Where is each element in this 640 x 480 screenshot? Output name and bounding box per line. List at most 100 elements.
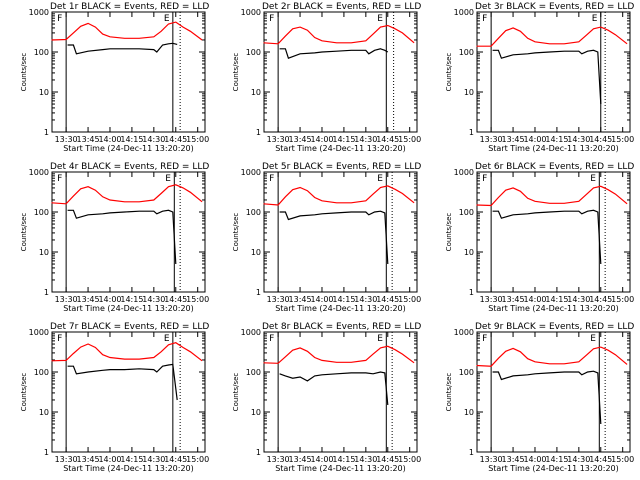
y-tick-label: 1 [44, 288, 49, 297]
x-tick-label: 14:15 [120, 135, 143, 144]
panel-det-7: Det 7r BLACK = Events, RED = LLD 1 10 100 10… [20, 322, 209, 473]
x-tick-label: 14:00 [98, 295, 121, 304]
marker-label: E [164, 14, 170, 24]
series-line-events [279, 371, 389, 406]
x-tick-label: 14:00 [523, 455, 546, 464]
x-tick-label: 13:45 [289, 135, 312, 144]
series-line-lld [476, 185, 628, 207]
chart-title: Det 2r BLACK = Events, RED = LLD [262, 2, 421, 12]
y-tick-label: 10 [251, 248, 261, 257]
y-tick-label: 1 [469, 128, 474, 137]
series-line-lld [263, 345, 415, 364]
x-tick-label: 14:15 [332, 135, 355, 144]
x-tick-label: 15:00 [611, 295, 634, 304]
x-tick-label: 14:00 [310, 135, 333, 144]
y-tick-label: 1 [469, 448, 474, 457]
x-tick-label: 13:30 [267, 295, 290, 304]
y-tick-label: 100 [459, 208, 474, 217]
x-tick-label: 14:15 [545, 295, 568, 304]
chart-title: Det 1r BLACK = Events, RED = LLD [50, 2, 209, 12]
series-line-events [279, 48, 389, 59]
y-tick-label: 100 [34, 208, 49, 217]
x-tick-label: 14:00 [310, 455, 333, 464]
plot-frame [51, 331, 206, 453]
x-tick-label: 13:45 [502, 135, 525, 144]
x-tick-label: 14:15 [120, 295, 143, 304]
y-tick-label: 100 [459, 48, 474, 57]
x-tick-label: 14:45 [376, 295, 399, 304]
y-tick-label: 1000 [29, 328, 49, 337]
x-tick-label: 13:30 [267, 135, 290, 144]
marker-label: E [377, 334, 383, 344]
plot-frame [476, 331, 631, 453]
x-tick-label: 13:45 [77, 295, 100, 304]
x-tick-label: 15:00 [611, 135, 634, 144]
y-tick-label: 100 [459, 368, 474, 377]
x-tick-label: 14:45 [589, 295, 612, 304]
series-line-events [492, 49, 602, 105]
panel-det-1: Det 1r BLACK = Events, RED = LLD 1 10 100 10… [20, 2, 209, 153]
x-tick-label: 13:45 [77, 135, 100, 144]
plot-frame [263, 171, 418, 293]
x-tick-label: 15:00 [398, 295, 421, 304]
marker-label: F [269, 334, 274, 344]
x-tick-label: 15:00 [186, 455, 209, 464]
x-axis-label: Start Time (24-Dec-11 13:20:20) [63, 464, 194, 473]
y-tick-label: 100 [34, 48, 49, 57]
y-tick-label: 1000 [241, 328, 261, 337]
y-axis-label: Counts/sec [232, 373, 240, 412]
y-tick-label: 1000 [454, 8, 474, 17]
y-tick-label: 10 [464, 88, 474, 97]
x-tick-label: 13:45 [502, 455, 525, 464]
x-tick-label: 14:45 [164, 455, 187, 464]
x-tick-label: 14:30 [354, 135, 377, 144]
marker-label: E [377, 174, 383, 184]
chart-title: Det 5r BLACK = Events, RED = LLD [262, 162, 421, 172]
chart-title: Det 9r BLACK = Events, RED = LLD [475, 322, 634, 332]
y-tick-label: 100 [246, 208, 261, 217]
x-tick-label: 14:15 [545, 455, 568, 464]
y-tick-label: 100 [34, 368, 49, 377]
x-axis-label: Start Time (24-Dec-11 13:20:20) [63, 144, 194, 153]
x-axis-label: Start Time (24-Dec-11 13:20:20) [275, 304, 406, 313]
marker-label: E [592, 14, 598, 24]
panel-det-9: Det 9r BLACK = Events, RED = LLD 1 10 100 10… [445, 322, 634, 473]
x-axis-label: Start Time (24-Dec-11 13:20:20) [275, 464, 406, 473]
series-line-lld [263, 185, 415, 206]
marker-label: F [482, 334, 487, 344]
series-line-lld [476, 26, 628, 47]
x-tick-label: 14:15 [332, 295, 355, 304]
chart-title: Det 3r BLACK = Events, RED = LLD [475, 2, 634, 12]
x-axis-label: Start Time (24-Dec-11 13:20:20) [488, 304, 619, 313]
x-tick-label: 14:00 [98, 135, 121, 144]
x-tick-label: 14:45 [376, 135, 399, 144]
series-line-events [67, 42, 178, 55]
panel-det-6: Det 6r BLACK = Events, RED = LLD 1 10 100 10… [445, 162, 634, 313]
y-tick-label: 1000 [29, 168, 49, 177]
x-tick-label: 14:45 [164, 135, 187, 144]
y-tick-label: 1 [256, 288, 261, 297]
y-axis-label: Counts/sec [232, 213, 240, 252]
chart-title: Det 8r BLACK = Events, RED = LLD [262, 322, 421, 332]
series-line-events [67, 209, 177, 265]
marker-label: F [57, 334, 62, 344]
x-axis-label: Start Time (24-Dec-11 13:20:20) [488, 464, 619, 473]
y-tick-label: 10 [39, 248, 49, 257]
x-tick-label: 15:00 [186, 295, 209, 304]
x-tick-label: 14:30 [142, 455, 165, 464]
y-tick-label: 1 [256, 128, 261, 137]
x-tick-label: 14:30 [142, 295, 165, 304]
x-tick-label: 13:45 [502, 295, 525, 304]
y-tick-label: 1 [469, 288, 474, 297]
y-tick-label: 1 [256, 448, 261, 457]
x-tick-label: 13:45 [289, 295, 312, 304]
chart-title: Det 7r BLACK = Events, RED = LLD [50, 322, 209, 332]
x-tick-label: 13:30 [480, 135, 503, 144]
marker-label: F [482, 14, 487, 24]
x-tick-label: 13:30 [55, 455, 78, 464]
plot-frame [476, 171, 631, 293]
series-line-lld [51, 342, 203, 362]
y-axis-label: Counts/sec [445, 213, 453, 252]
x-tick-label: 14:00 [523, 135, 546, 144]
x-axis-label: Start Time (24-Dec-11 13:20:20) [63, 304, 194, 313]
